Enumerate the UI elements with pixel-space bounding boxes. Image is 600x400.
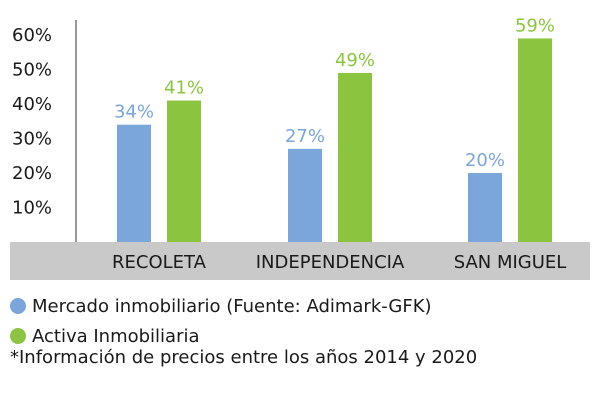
y-tick-label: 40% — [12, 94, 52, 115]
data-label: 49% — [335, 50, 375, 71]
bar — [167, 100, 201, 242]
legend-item-mercado: Mercado inmobiliario (Fuente: Adimark-GF… — [10, 291, 590, 321]
y-tick-label: 50% — [12, 60, 52, 81]
legend-label-mercado: Mercado inmobiliario (Fuente: Adimark-GF… — [32, 295, 432, 317]
category-label: SAN MIGUEL — [454, 252, 567, 273]
bar — [117, 124, 151, 242]
bar — [468, 173, 502, 242]
legend: Mercado inmobiliario (Fuente: Adimark-GF… — [10, 291, 590, 351]
y-axis-tick-labels: 10% 20% 30% 40% 50% 60% — [12, 25, 52, 219]
y-tick-label: 30% — [12, 129, 52, 150]
category-label: INDEPENDENCIA — [256, 252, 405, 273]
data-label: 59% — [515, 15, 555, 36]
data-label: 41% — [164, 78, 204, 99]
bar — [288, 148, 322, 242]
legend-item-activa: Activa Inmobiliaria — [10, 321, 590, 351]
bar — [338, 72, 372, 242]
y-tick-label: 10% — [12, 198, 52, 219]
data-label: 27% — [285, 126, 325, 147]
data-labels: 34% 41% 27% 49% 20% 59% — [114, 15, 555, 171]
data-label: 34% — [114, 102, 154, 123]
y-tick-label: 60% — [12, 25, 52, 46]
footnote: *Información de precios entre los años 2… — [10, 347, 478, 368]
legend-swatch-mercado — [10, 298, 26, 314]
data-label: 20% — [465, 150, 505, 171]
category-band — [10, 242, 590, 280]
bars — [117, 38, 552, 243]
y-tick-label: 20% — [12, 163, 52, 184]
bar — [518, 38, 552, 243]
legend-swatch-activa — [10, 328, 26, 344]
legend-label-activa: Activa Inmobiliaria — [32, 325, 200, 347]
bar-chart: 10% 20% 30% 40% 50% 60% 34% 41% 27% 49% 20% 59% RE… — [10, 15, 590, 280]
category-label: RECOLETA — [112, 252, 207, 273]
category-labels: RECOLETA INDEPENDENCIA SAN MIGUEL — [112, 252, 566, 273]
